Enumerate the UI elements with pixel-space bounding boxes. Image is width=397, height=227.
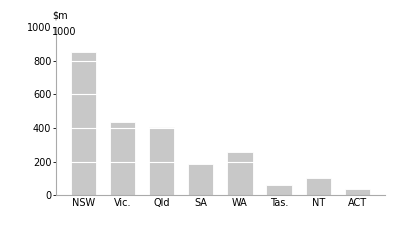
Bar — [149, 127, 174, 195]
Text: $m: $m — [52, 10, 68, 20]
Bar — [345, 188, 370, 195]
Bar — [266, 185, 292, 195]
Bar — [71, 52, 96, 195]
Bar — [188, 164, 214, 195]
Text: 1000: 1000 — [52, 27, 77, 37]
Bar — [110, 122, 135, 195]
Bar — [227, 152, 252, 195]
Bar — [306, 178, 331, 195]
